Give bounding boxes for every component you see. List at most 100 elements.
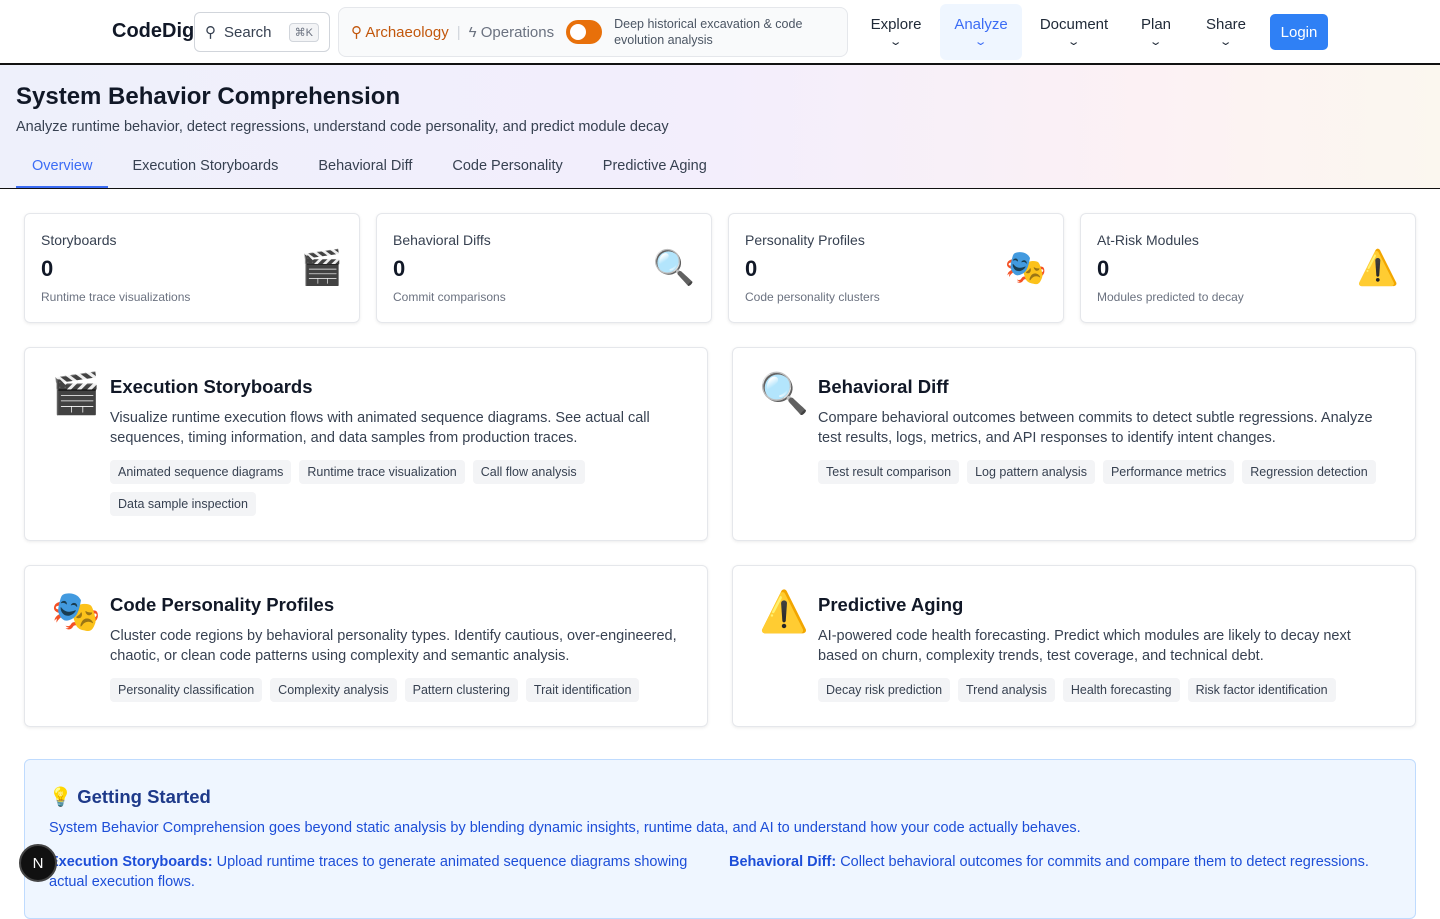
chevron-down-icon: ⌄ — [1067, 36, 1081, 48]
getting-started-item: Execution Storyboards: Upload runtime tr… — [49, 852, 709, 892]
theater-masks-icon: 🎭 — [1004, 249, 1047, 287]
nav-label: Document — [1039, 16, 1109, 33]
stat-value: 0 — [41, 256, 54, 281]
chevron-down-icon: ⌄ — [889, 36, 903, 48]
clapperboard-icon: 🎬 — [51, 372, 101, 416]
stat-label: Behavioral Diffs — [393, 232, 491, 248]
tab-behavioral-diff[interactable]: Behavioral Diff — [318, 158, 413, 174]
stat-value: 0 — [745, 256, 758, 281]
feature-tag: Pattern clustering — [404, 678, 518, 702]
nav-share[interactable]: Share ⌄ — [1200, 4, 1252, 60]
feature-tag: Runtime trace visualization — [299, 460, 465, 484]
feature-tag: Complexity analysis — [270, 678, 397, 702]
page-header: System Behavior Comprehension Analyze ru… — [0, 65, 1440, 189]
login-button[interactable]: Login — [1270, 14, 1328, 50]
page-title: System Behavior Comprehension — [16, 83, 401, 110]
mode-toggle[interactable] — [566, 20, 603, 44]
feature-tag: Test result comparison — [818, 460, 960, 484]
stat-sub: Runtime trace visualizations — [41, 290, 191, 304]
stat-card-at-risk: At-Risk Modules 0 Modules predicted to dec… — [1080, 213, 1416, 323]
feature-title: Predictive Aging — [818, 594, 964, 615]
stat-sub: Code personality clusters — [745, 290, 880, 304]
magnifier-icon: 🔍 — [759, 372, 809, 416]
stat-label: Storyboards — [41, 232, 117, 248]
theater-masks-icon: 🎭 — [51, 590, 101, 634]
mode-switcher: ⚲ Archaeology | ϟ Operations Deep histor… — [338, 7, 848, 57]
stat-card-diffs: Behavioral Diffs 0 Commit comparisons 🔍 — [376, 213, 712, 323]
mode-archaeology-label: Archaeology — [365, 24, 449, 41]
stat-label: Personality Profiles — [745, 232, 865, 248]
shortcut-badge: ⌘K — [288, 22, 319, 42]
feature-tag: Data sample inspection — [110, 492, 256, 516]
feature-tag: Personality classification — [110, 678, 263, 702]
feature-title: Code Personality Profiles — [110, 594, 335, 615]
search-icon: ⚲ — [351, 24, 366, 41]
stat-sub: Modules predicted to decay — [1097, 290, 1244, 304]
feature-tag: Risk factor identification — [1187, 678, 1336, 702]
getting-started-intro: System Behavior Comprehension goes beyon… — [49, 820, 1081, 836]
magnifier-icon: 🔍 — [652, 249, 695, 287]
stat-value: 0 — [1097, 256, 1110, 281]
nav-analyze[interactable]: Analyze ⌄ — [940, 4, 1022, 60]
divider: | — [456, 23, 461, 41]
mode-description: Deep historical excavation & code evolut… — [614, 17, 803, 47]
nav-label: Analyze — [954, 16, 1008, 33]
search-button[interactable]: ⚲ Search ⌘K — [194, 12, 330, 52]
lightbulb-icon: 💡 — [49, 786, 73, 807]
warning-icon: ⚠️ — [1356, 249, 1399, 287]
search-label: Search — [224, 23, 272, 41]
feature-description: Visualize runtime execution flows with a… — [110, 410, 650, 446]
logo[interactable]: CodeDig — [112, 20, 195, 42]
warning-icon: ⚠️ — [759, 590, 809, 634]
feature-title: Execution Storyboards — [110, 376, 313, 397]
chevron-down-icon: ⌄ — [1219, 36, 1233, 48]
feature-description: Cluster code regions by behavioral perso… — [110, 628, 677, 664]
chevron-down-icon: ⌄ — [1149, 36, 1163, 48]
feature-tag: Regression detection — [1242, 460, 1376, 484]
feature-card-personality[interactable]: 🎭 Code Personality Profiles Cluster code… — [24, 565, 708, 727]
stat-sub: Commit comparisons — [393, 290, 506, 304]
tab-code-personality[interactable]: Code Personality — [452, 158, 563, 174]
item-label: Behavioral Diff: — [729, 854, 837, 870]
search-icon: ⚲ — [205, 24, 216, 41]
stat-card-personality: Personality Profiles 0 Code personality cl… — [728, 213, 1064, 323]
nav-plan[interactable]: Plan ⌄ — [1132, 4, 1180, 60]
feature-description: AI-powered code health forecasting. Pred… — [818, 628, 1351, 664]
nav-label: Plan — [1140, 16, 1172, 33]
mode-operations[interactable]: ϟ Operations — [469, 24, 554, 41]
getting-started-item: Behavioral Diff: Collect behavioral outc… — [729, 852, 1389, 892]
feature-tag: Health forecasting — [1062, 678, 1180, 702]
getting-started-heading: Getting Started — [77, 786, 211, 807]
feature-card-storyboards[interactable]: 🎬 Execution Storyboards Visualize runtim… — [24, 347, 708, 541]
nav-document[interactable]: Document ⌄ — [1034, 4, 1114, 60]
clapperboard-icon: 🎬 — [300, 249, 343, 287]
feature-tag: Trend analysis — [958, 678, 1055, 702]
page-subtitle: Analyze runtime behavior, detect regress… — [16, 119, 669, 135]
item-text: Collect behavioral outcomes for commits … — [836, 854, 1369, 870]
dev-tools-button[interactable]: N — [19, 844, 57, 882]
tab-overview[interactable]: Overview — [16, 151, 109, 188]
item-label: Execution Storyboards: — [49, 854, 213, 870]
feature-card-predictive-aging[interactable]: ⚠️ Predictive Aging AI-powered code heal… — [732, 565, 1416, 727]
feature-title: Behavioral Diff — [818, 376, 949, 397]
lightning-icon: ϟ — [468, 23, 481, 41]
mode-operations-label: Operations — [480, 23, 555, 41]
mode-archaeology[interactable]: ⚲ Archaeology — [351, 23, 449, 41]
tab-execution-storyboards[interactable]: Execution Storyboards — [132, 158, 279, 174]
stat-label: At-Risk Modules — [1097, 232, 1199, 248]
chevron-down-icon: ⌄ — [974, 36, 988, 48]
nav-label: Share — [1205, 16, 1247, 33]
feature-description: Compare behavioral outcomes between comm… — [818, 410, 1373, 446]
feature-tag: Call flow analysis — [472, 460, 585, 484]
getting-started-title: 💡 Getting Started — [49, 786, 1391, 808]
tab-bar: Overview Execution Storyboards Behaviora… — [16, 151, 731, 188]
nav-explore[interactable]: Explore ⌄ — [862, 4, 930, 60]
tab-predictive-aging[interactable]: Predictive Aging — [602, 158, 707, 174]
item-text: Upload runtime traces to generate animat… — [49, 854, 688, 890]
feature-tag: Log pattern analysis — [967, 460, 1095, 484]
feature-card-behavioral-diff[interactable]: 🔍 Behavioral Diff Compare behavioral out… — [732, 347, 1416, 541]
stat-card-storyboards: Storyboards 0 Runtime trace visualizations… — [24, 213, 360, 323]
feature-tag: Decay risk prediction — [818, 678, 951, 702]
stat-value: 0 — [393, 256, 406, 281]
top-header: CodeDig ⚲ Search ⌘K ⚲ Archaeology | ϟ Op… — [0, 0, 1440, 65]
